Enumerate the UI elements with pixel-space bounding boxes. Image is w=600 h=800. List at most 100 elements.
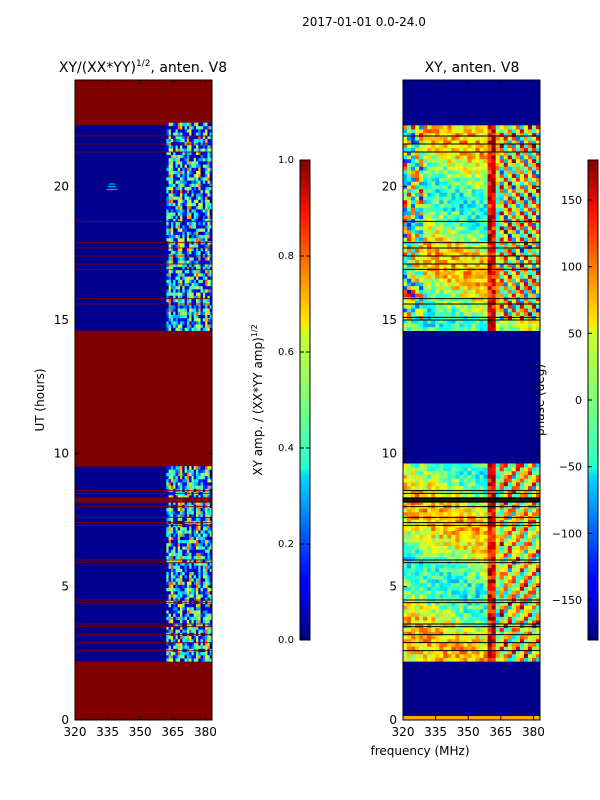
phase-cell — [507, 642, 513, 647]
phase-cell — [415, 482, 420, 487]
phase-cell — [435, 650, 440, 655]
phase-cell — [427, 289, 432, 294]
amplitude-cell — [182, 269, 185, 274]
phase-cell — [467, 556, 472, 561]
phase-cell — [427, 323, 432, 328]
amplitude-cell — [189, 482, 192, 486]
phase-cell — [519, 534, 525, 539]
phase-cell — [463, 474, 468, 479]
amplitude-cell — [175, 533, 179, 537]
phase-cell — [471, 575, 476, 580]
amplitude-cell — [180, 562, 183, 566]
phase-cell — [467, 478, 472, 483]
amplitude-cell — [202, 145, 206, 149]
amplitude-cell — [200, 324, 204, 328]
phase-cell — [411, 549, 416, 554]
amplitude-cell — [186, 469, 190, 473]
phase-cell — [511, 575, 517, 580]
phase-cell — [463, 638, 468, 643]
amplitude-cell — [182, 472, 185, 477]
amplitude-cell — [166, 314, 169, 319]
amplitude-cell — [166, 645, 169, 649]
phase-cell — [411, 270, 416, 275]
amplitude-cell — [168, 654, 172, 659]
amplitude-cell — [200, 539, 204, 544]
phase-cell — [479, 646, 484, 651]
phase-cell — [511, 478, 517, 483]
amplitude-cell — [184, 209, 188, 213]
phase-cell — [471, 474, 476, 479]
phase-cell — [467, 485, 472, 490]
phase-cell — [483, 631, 488, 636]
amplitude-cell — [186, 205, 190, 210]
amplitude-cell — [205, 610, 208, 614]
phase-cell — [423, 627, 428, 632]
amplitude-cell — [177, 186, 181, 191]
phase-cell — [499, 326, 505, 331]
amplitude-cell — [180, 530, 183, 534]
phase-cell — [455, 538, 460, 543]
phase-cell — [411, 616, 416, 621]
amplitude-cell — [198, 507, 201, 512]
amplitude-cell — [177, 125, 181, 130]
amplitude-cell — [207, 658, 211, 662]
phase-cell — [467, 519, 472, 524]
phase-cell — [495, 571, 501, 576]
phase-cell — [491, 590, 496, 595]
phase-cell — [499, 616, 505, 621]
amplitude-cell — [196, 475, 199, 480]
amplitude-cell — [184, 507, 188, 512]
phase-cell — [507, 650, 513, 655]
phase-cell — [443, 541, 448, 546]
phase-cell — [455, 586, 460, 591]
phase-cell — [523, 319, 529, 324]
amplitude-cell — [202, 138, 206, 143]
phase-cell — [407, 289, 412, 294]
phase-cell — [515, 526, 521, 531]
phase-cell — [435, 512, 440, 517]
phase-cell — [427, 500, 432, 505]
phase-cell — [467, 312, 472, 317]
phase-cell — [487, 624, 492, 629]
phase-cell — [523, 274, 529, 279]
phase-cell — [411, 620, 416, 625]
phase-cell — [511, 657, 517, 662]
amplitude-cell — [207, 494, 211, 499]
phase-cell — [427, 612, 432, 617]
phase-cell — [419, 541, 424, 546]
phase-cell — [423, 624, 428, 629]
amplitude-cell — [200, 183, 204, 187]
phase-cell — [435, 474, 440, 479]
phase-cell — [411, 282, 416, 287]
phase-cell — [515, 657, 521, 662]
amplitude-cell — [198, 530, 201, 534]
phase-cell — [491, 653, 496, 658]
amplitude-cell — [209, 635, 212, 640]
amplitude-cell — [198, 321, 201, 325]
phase-cell — [511, 650, 517, 655]
phase-cell — [507, 612, 513, 617]
phase-cell — [455, 526, 460, 531]
phase-cell — [427, 526, 432, 531]
amplitude-cell — [173, 151, 176, 155]
phase-cell — [475, 646, 480, 651]
phase-cell — [459, 549, 464, 554]
amplitude-cell — [186, 526, 190, 531]
amplitude-cell — [193, 189, 197, 194]
phase-cell — [483, 553, 488, 558]
amplitude-cell — [191, 638, 195, 643]
phase-cell — [507, 326, 513, 331]
phase-cell — [411, 463, 416, 468]
phase-cell — [515, 519, 521, 524]
amplitude-cell — [177, 298, 181, 303]
amplitude-cell — [186, 622, 190, 627]
amplitude-cell — [186, 635, 190, 640]
phase-cell — [475, 538, 480, 543]
phase-cell — [407, 549, 412, 554]
phase-cell — [407, 474, 412, 479]
phase-cell — [459, 512, 464, 517]
amplitude-cell — [186, 269, 190, 274]
phase-cell — [487, 512, 492, 517]
amplitude-cell — [186, 327, 190, 331]
amplitude-cell — [175, 164, 179, 168]
